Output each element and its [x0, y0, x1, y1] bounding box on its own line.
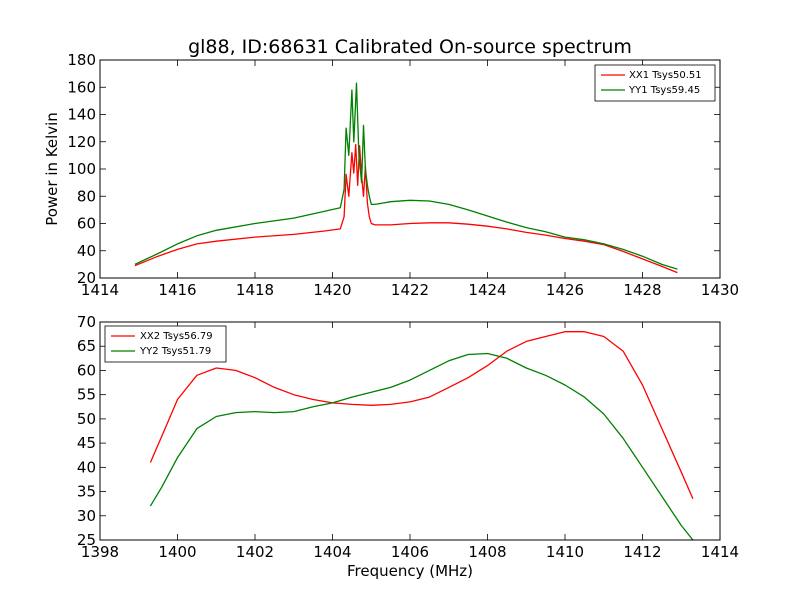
top-plot-ticks: 1414 1416 1418 1420 1422 1424 1426 1428 1430 20 40…: [67, 51, 739, 299]
bottom-x-tick-label: 1414: [701, 543, 739, 561]
top-legend: XX1 Tsys50.51 YY1 Tsys59.45: [594, 64, 716, 102]
bottom-legend-label-yy2: YY2 Tsys51.79: [139, 346, 211, 357]
x-axis-label: Frequency (MHz): [347, 562, 473, 580]
top-x-tick-label: 1422: [391, 281, 429, 299]
top-y-tick-label: 80: [77, 187, 96, 205]
bottom-y-tick-label: 45: [77, 434, 96, 452]
bottom-legend-box: [104, 325, 227, 363]
top-y-tick-label: 20: [77, 269, 96, 287]
bottom-plot: 1398 1400 1402 1404 1406 1408 1410 1412 1414 25 30…: [77, 313, 739, 580]
bottom-plot-series: [149, 331, 694, 541]
bottom-y-tick-label: 50: [77, 410, 96, 428]
top-y-axis-label: Power in Kelvin: [43, 112, 61, 226]
top-series-line-xx1: [134, 143, 678, 274]
bottom-series-line-yy2: [149, 352, 694, 541]
bottom-y-tick-label: 55: [77, 386, 96, 404]
top-x-tick-label: 1426: [546, 281, 584, 299]
bottom-x-tick-label: 1406: [391, 543, 429, 561]
top-x-tick-label: 1428: [623, 281, 661, 299]
top-x-tick-label: 1418: [236, 281, 274, 299]
bottom-legend-label-xx2: XX2 Tsys56.79: [140, 331, 213, 342]
bottom-y-tick-label: 65: [77, 337, 96, 355]
bottom-x-tick-label: 1402: [236, 543, 274, 561]
top-y-tick-label: 140: [67, 106, 96, 124]
bottom-series-line-xx2: [149, 331, 694, 500]
bottom-y-tick-label: 40: [77, 458, 96, 476]
bottom-x-tick-label: 1404: [313, 543, 351, 561]
top-y-tick-label: 100: [67, 160, 96, 178]
top-plot: 1414 1416 1418 1420 1422 1424 1426 1428 1430 20 40…: [43, 51, 739, 299]
top-plot-series: [134, 82, 678, 274]
top-y-tick-label: 40: [77, 242, 96, 260]
chart-title: gl88, ID:68631 Calibrated On-source spec…: [188, 36, 632, 58]
bottom-x-tick-label: 1400: [158, 543, 196, 561]
top-y-tick-label: 60: [77, 215, 96, 233]
bottom-y-tick-label: 60: [77, 361, 96, 379]
bottom-x-tick-label: 1408: [468, 543, 506, 561]
bottom-y-tick-label: 25: [77, 531, 96, 549]
top-x-tick-label: 1430: [701, 281, 739, 299]
bottom-y-tick-label: 70: [77, 313, 96, 331]
bottom-legend: XX2 Tsys56.79 YY2 Tsys51.79: [104, 325, 227, 363]
top-y-tick-label: 180: [67, 51, 96, 69]
top-x-tick-label: 1420: [313, 281, 351, 299]
top-x-tick-label: 1416: [158, 281, 196, 299]
bottom-plot-ticks: 1398 1400 1402 1404 1406 1408 1410 1412 1414 25 30…: [77, 313, 739, 561]
top-y-tick-label: 160: [67, 78, 96, 96]
bottom-y-tick-label: 35: [77, 483, 96, 501]
top-legend-label-yy1: YY1 Tsys59.45: [628, 85, 700, 96]
top-x-tick-label: 1424: [468, 281, 506, 299]
bottom-y-tick-label: 30: [77, 507, 96, 525]
top-legend-label-xx1: XX1 Tsys50.51: [629, 70, 702, 81]
bottom-x-tick-label: 1410: [546, 543, 584, 561]
top-series-line-yy1: [134, 82, 678, 270]
top-x-tick-label: 1414: [81, 281, 119, 299]
top-y-tick-label: 120: [67, 133, 96, 151]
bottom-x-tick-label: 1398: [81, 543, 119, 561]
bottom-x-tick-label: 1412: [623, 543, 661, 561]
top-legend-box: [594, 64, 716, 102]
